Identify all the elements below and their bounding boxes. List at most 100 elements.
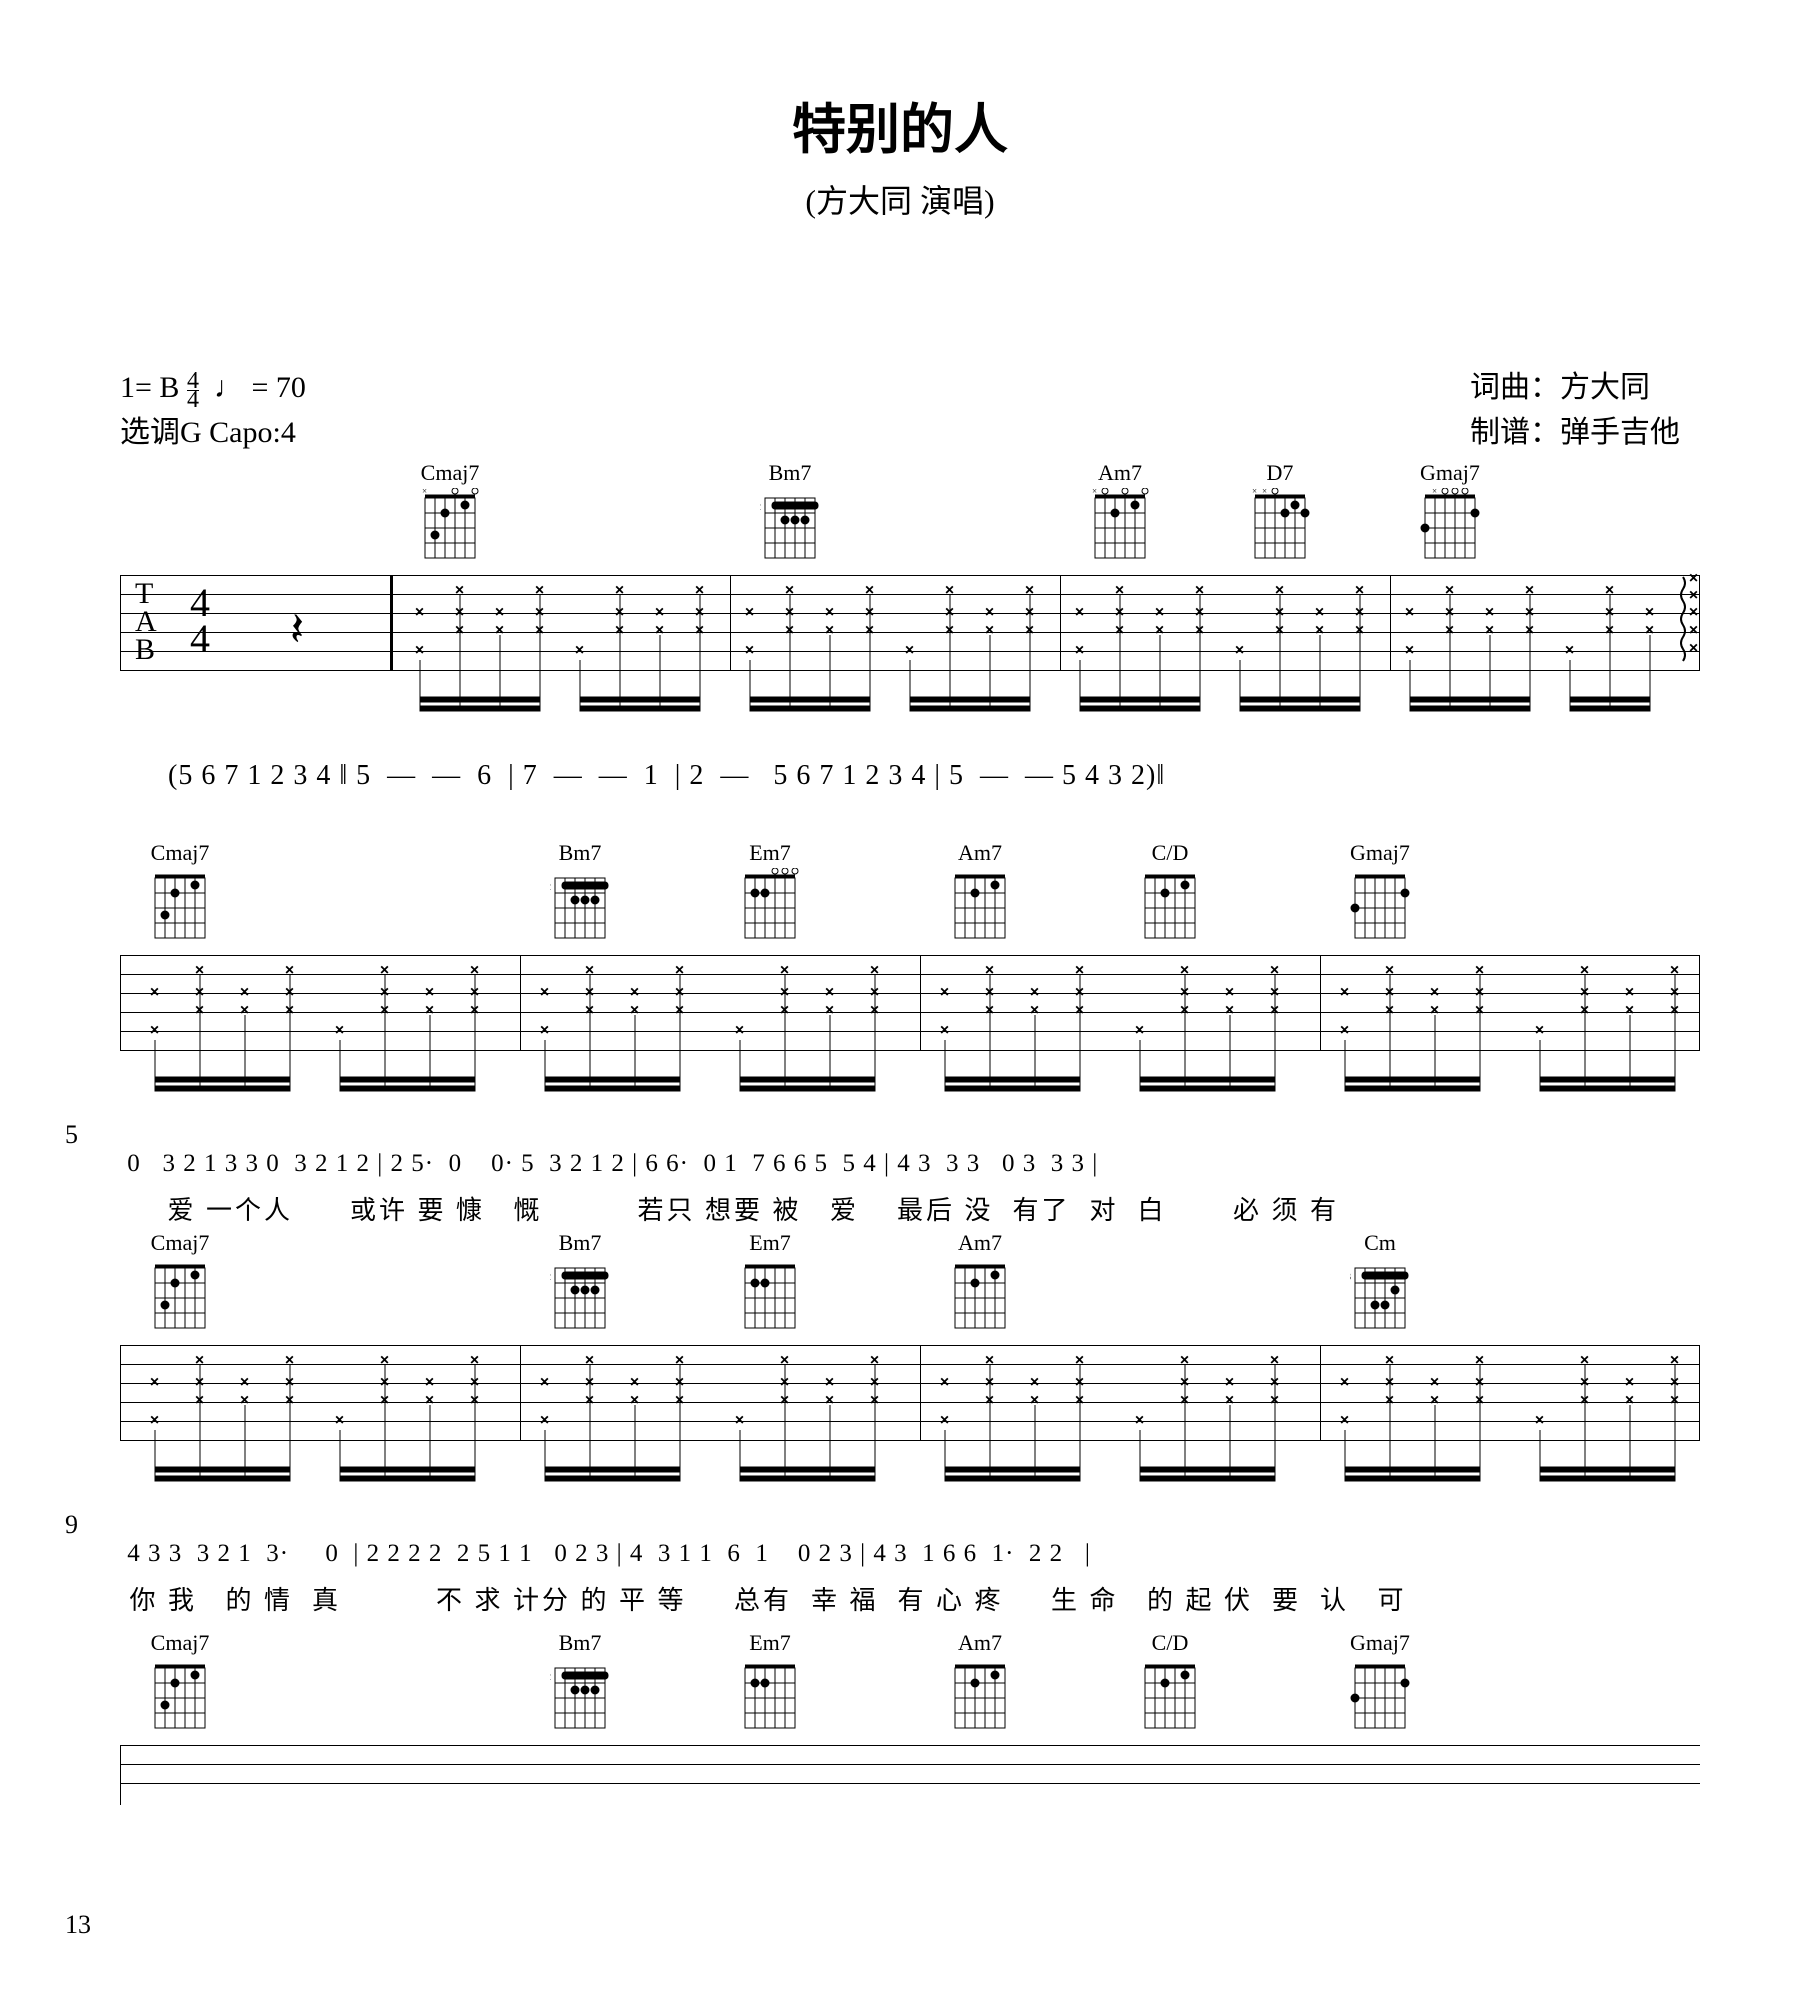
svg-text:×: ×	[1475, 1352, 1484, 1369]
svg-text:×: ×	[1135, 1022, 1144, 1039]
svg-text:×: ×	[1355, 582, 1364, 599]
svg-text:×: ×	[870, 1352, 879, 1369]
svg-text:×: ×	[1155, 604, 1164, 621]
svg-text:×: ×	[1475, 1392, 1484, 1409]
svg-text:×: ×	[585, 962, 594, 979]
svg-text:×: ×	[1445, 582, 1454, 599]
svg-text:×: ×	[540, 1412, 549, 1429]
svg-text:×: ×	[655, 622, 664, 639]
tab-staff: TAB 44 𝄽 Cmaj7 × Bm7	[120, 575, 1700, 670]
svg-text:×: ×	[1075, 1392, 1084, 1409]
svg-text:×: ×	[1275, 582, 1284, 599]
time-signature: 44	[190, 585, 210, 657]
svg-text:×: ×	[1025, 582, 1034, 599]
svg-text:×: ×	[1689, 622, 1698, 639]
svg-text:×: ×	[785, 622, 794, 639]
svg-text:×: ×	[1075, 604, 1084, 621]
svg-text:×: ×	[470, 1002, 479, 1019]
svg-text:×: ×	[1689, 640, 1698, 657]
svg-text:×: ×	[985, 1374, 994, 1391]
svg-text:×: ×	[985, 1002, 994, 1019]
svg-text:×: ×	[1225, 984, 1234, 1001]
svg-text:×: ×	[455, 604, 464, 621]
svg-text:×: ×	[1315, 622, 1324, 639]
svg-text:×: ×	[1030, 1374, 1039, 1391]
svg-text:×: ×	[1485, 604, 1494, 621]
svg-text:×: ×	[735, 1412, 744, 1429]
svg-text:×: ×	[780, 1352, 789, 1369]
svg-text:×: ×	[825, 1392, 834, 1409]
svg-text:×: ×	[1565, 642, 1574, 659]
svg-text:×: ×	[1225, 1374, 1234, 1391]
svg-text:×: ×	[585, 1352, 594, 1369]
svg-text:×: ×	[865, 622, 874, 639]
svg-text:×: ×	[870, 984, 879, 1001]
tab-staff: Cmaj7 Bm72 Em7 Am7 C/D Gmaj7 ×××××××××× …	[120, 955, 1700, 1050]
svg-text:×: ×	[1225, 1392, 1234, 1409]
svg-text:×: ×	[1115, 582, 1124, 599]
jianpu-line-2: 0 3 2 1 3 3 0 3 2 1 2 | 2 5· 0 0· 5 3 2 …	[120, 1150, 1098, 1178]
svg-text:×: ×	[1340, 1022, 1349, 1039]
chord-cmaj7: Cmaj7 ×	[420, 460, 480, 563]
chord-d7: D7 ××	[1250, 460, 1310, 563]
svg-text:×: ×	[195, 984, 204, 1001]
svg-text:×: ×	[1025, 604, 1034, 621]
svg-text:×: ×	[285, 1392, 294, 1409]
svg-text:×: ×	[1275, 622, 1284, 639]
svg-text:×: ×	[1075, 962, 1084, 979]
svg-text:×: ×	[1670, 1352, 1679, 1369]
svg-text:2: 2	[550, 1272, 551, 1283]
svg-text:×: ×	[1195, 604, 1204, 621]
svg-text:×: ×	[150, 1412, 159, 1429]
svg-text:×: ×	[285, 1002, 294, 1019]
svg-text:×: ×	[195, 1002, 204, 1019]
meta-left: 1= B 44 ♩ = 70 选调G Capo:4	[120, 365, 306, 455]
svg-text:×: ×	[1430, 1392, 1439, 1409]
svg-text:×: ×	[1270, 1352, 1279, 1369]
svg-text:×: ×	[945, 604, 954, 621]
svg-text:×: ×	[425, 984, 434, 1001]
svg-text:×: ×	[675, 1374, 684, 1391]
svg-text:×: ×	[985, 1392, 994, 1409]
svg-text:×: ×	[195, 1374, 204, 1391]
svg-text:×: ×	[1689, 570, 1698, 587]
svg-text:×: ×	[1315, 604, 1324, 621]
svg-text:×: ×	[540, 1374, 549, 1391]
svg-text:×: ×	[1275, 604, 1284, 621]
lyric-line-2: 爱 一个人 或许 要 慷 慨 若只 想要 被 爱 最后 没 有了 对 白 必 须…	[120, 1190, 1339, 1227]
svg-text:×: ×	[675, 962, 684, 979]
svg-text:×: ×	[675, 1002, 684, 1019]
svg-text:×: ×	[380, 984, 389, 1001]
svg-text:×: ×	[1670, 1002, 1679, 1019]
svg-text:×: ×	[825, 984, 834, 1001]
chord-bm7: Bm7 2	[760, 460, 820, 563]
svg-text:×: ×	[1180, 984, 1189, 1001]
svg-text:×: ×	[585, 1374, 594, 1391]
svg-text:×: ×	[1075, 1374, 1084, 1391]
svg-text:×: ×	[1355, 604, 1364, 621]
svg-text:×: ×	[615, 622, 624, 639]
svg-text:×: ×	[1195, 622, 1204, 639]
svg-text:×: ×	[1030, 1392, 1039, 1409]
svg-text:×: ×	[630, 1374, 639, 1391]
svg-text:×: ×	[1625, 1374, 1634, 1391]
svg-text:×: ×	[985, 622, 994, 639]
rhythm-notation: ×× ××× ×× ××× ×××× ××××× ×× ××	[400, 575, 1700, 725]
svg-text:×: ×	[1270, 1392, 1279, 1409]
svg-text:×: ×	[495, 604, 504, 621]
svg-text:×: ×	[1645, 604, 1654, 621]
svg-text:×: ×	[1580, 1352, 1589, 1369]
svg-text:×: ×	[945, 582, 954, 599]
svg-text:×: ×	[1115, 604, 1124, 621]
svg-text:×: ×	[425, 1374, 434, 1391]
svg-text:×: ×	[985, 604, 994, 621]
svg-text:×: ×	[1430, 1002, 1439, 1019]
svg-text:×: ×	[1025, 622, 1034, 639]
svg-text:×: ×	[470, 1374, 479, 1391]
svg-text:×: ×	[380, 1374, 389, 1391]
svg-text:×: ×	[150, 1022, 159, 1039]
svg-text:×: ×	[1135, 1412, 1144, 1429]
svg-text:×: ×	[1385, 962, 1394, 979]
svg-text:×: ×	[415, 642, 424, 659]
svg-text:2: 2	[550, 1672, 551, 1683]
